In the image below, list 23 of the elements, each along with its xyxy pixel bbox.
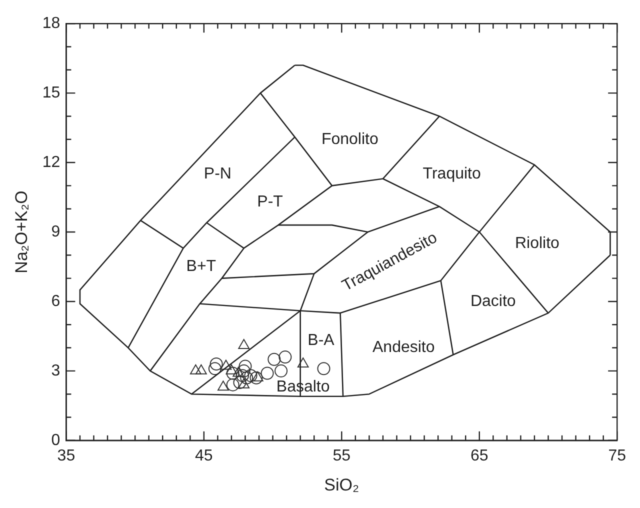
- y-tick-label: 9: [51, 223, 60, 240]
- annotation: B-A: [308, 332, 335, 350]
- x-tick-label: 35: [57, 447, 76, 464]
- x-tick-label: 45: [195, 447, 213, 464]
- annotation: B+T: [186, 258, 216, 276]
- annotation: Andesito: [372, 339, 435, 356]
- annotation: Fonolito: [321, 130, 378, 148]
- y-tick-label: 18: [42, 15, 60, 32]
- annotation: Dacito: [470, 292, 516, 310]
- y-tick-label: 6: [51, 292, 60, 310]
- y-tick-label: 3: [51, 362, 60, 380]
- annotation: P-T: [257, 193, 284, 210]
- y-axis-title: Na₂O+K₂O: [12, 190, 31, 274]
- annotation: Riolito: [514, 234, 560, 252]
- x-tick-label: 75: [608, 447, 626, 464]
- y-tick-label: 15: [42, 84, 60, 102]
- x-tick-label: 65: [470, 447, 488, 464]
- x-axis-title: SiO₂: [324, 475, 360, 494]
- annotation: Traquito: [422, 166, 481, 183]
- y-tick-label: 0: [51, 432, 60, 449]
- y-tick-label: 12: [42, 154, 60, 171]
- annotation: P-N: [204, 166, 232, 183]
- x-tick-label: 55: [332, 447, 351, 464]
